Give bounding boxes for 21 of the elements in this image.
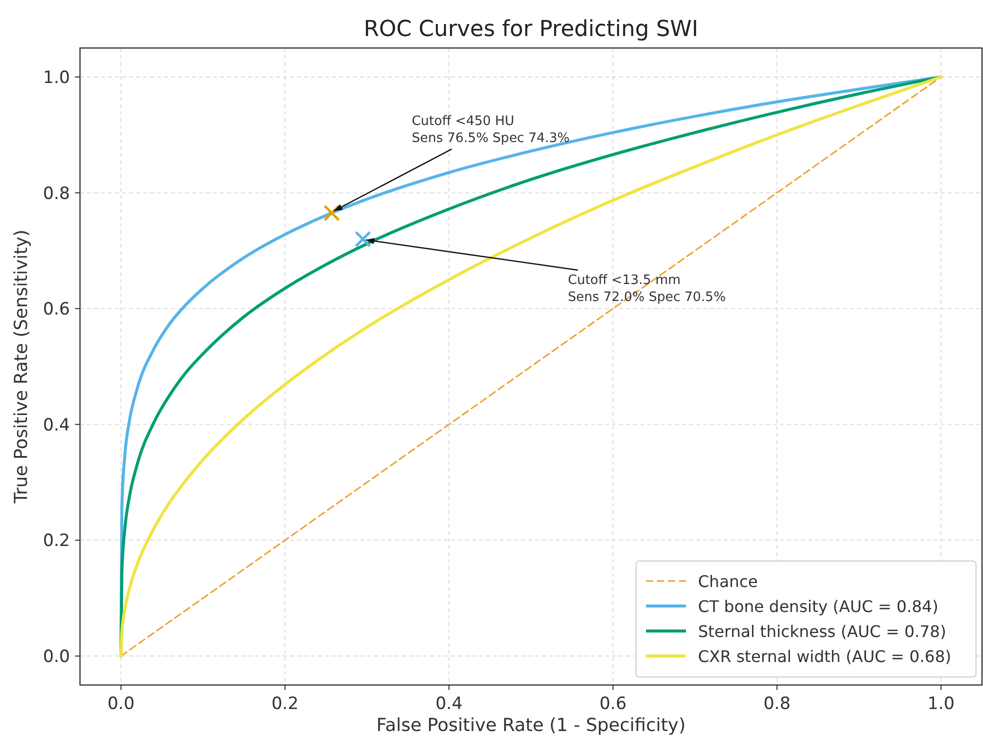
x-tick-label: 0.2 — [271, 694, 299, 714]
y-tick-label: 0.2 — [42, 531, 70, 552]
legend-label: CXR sternal width (AUC = 0.68) — [698, 647, 952, 666]
annotation: Cutoff <13.5 mm Sens 72.0% Spec 70.5% — [568, 273, 726, 306]
y-tick-label: 1.0 — [42, 68, 70, 88]
x-axis-title: False Positive Rate (1 - Specificity) — [376, 715, 686, 736]
legend-label: CT bone density (AUC = 0.84) — [698, 597, 938, 616]
y-tick-label: 0.8 — [42, 184, 70, 204]
y-tick-label: 0.6 — [42, 300, 70, 320]
x-tick-label: 0.4 — [435, 694, 463, 714]
y-tick-label: 0.0 — [42, 647, 70, 668]
x-tick-label: 0.0 — [107, 694, 135, 714]
legend-label: Chance — [698, 572, 758, 591]
x-tick-label: 0.8 — [763, 694, 791, 714]
annotation: Cutoff <450 HU Sens 76.5% Spec 74.3% — [412, 114, 570, 146]
legend-label: Sternal thickness (AUC = 0.78) — [698, 622, 946, 641]
chart-title: ROC Curves for Predicting SWI — [364, 17, 698, 42]
y-tick-label: 0.4 — [42, 415, 70, 436]
x-tick-label: 0.6 — [599, 694, 627, 714]
x-tick-label: 1.0 — [927, 694, 955, 714]
y-axis-title: True Positive Rate (Sensitivity) — [11, 230, 32, 504]
